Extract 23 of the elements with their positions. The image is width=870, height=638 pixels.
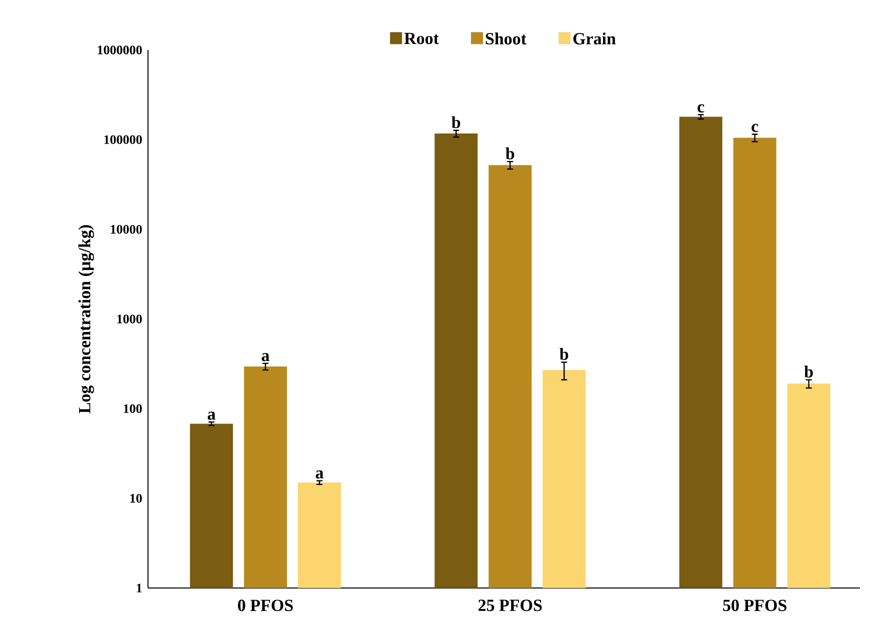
y-tick-label: 1000 (117, 314, 142, 324)
annotation: b (804, 366, 813, 378)
annotation: c (698, 104, 704, 112)
x-tick-label: 50 PFOS (723, 600, 786, 612)
x-tick-label: 0 PFOS (238, 600, 293, 612)
annotation: b (560, 348, 568, 360)
y-axis-title: Log concentration (µg/kg) (78, 225, 94, 414)
annotation: b (452, 116, 460, 128)
y-tick-label: 10 (130, 494, 142, 503)
y-tick-label: 1000000 (98, 46, 142, 54)
annotation: a (316, 470, 324, 479)
y-tick-label: 100000 (104, 135, 142, 144)
legend-label: Grain (573, 32, 616, 44)
y-tick-label: 10000 (110, 224, 142, 234)
annotation: b (506, 147, 514, 160)
legend-label: Shoot (486, 32, 526, 44)
annotation: c (752, 124, 758, 132)
y-tick-label: 100 (124, 404, 142, 414)
legend-label: Root (404, 32, 439, 44)
y-tick-label: 1 (136, 584, 142, 592)
annotation: a (262, 353, 270, 362)
annotation: a (208, 412, 216, 420)
x-tick-label: 25 PFOS (478, 600, 542, 612)
